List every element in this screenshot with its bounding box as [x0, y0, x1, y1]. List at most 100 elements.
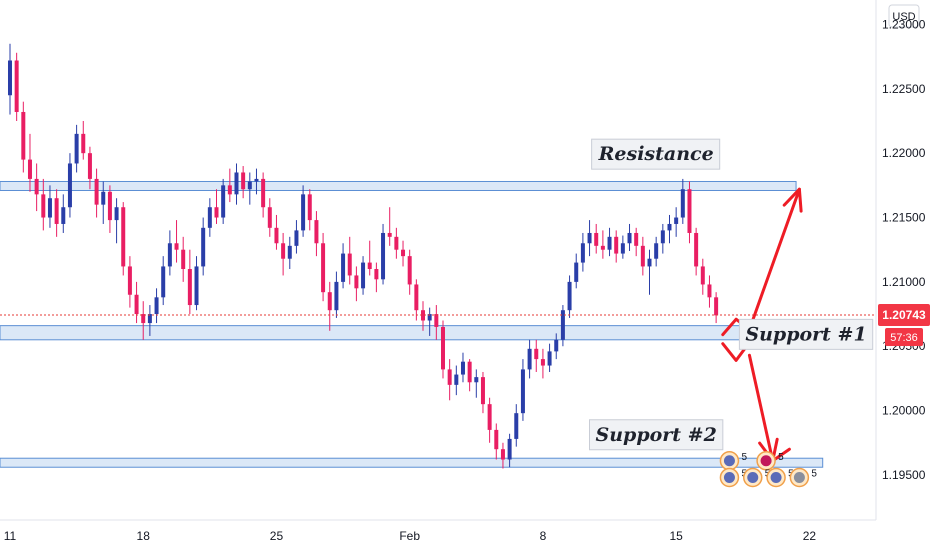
candle-body [547, 351, 552, 366]
candle-body [347, 253, 352, 276]
candle-body [374, 269, 379, 280]
candle-body [394, 236, 399, 250]
currency-label: USD [892, 11, 915, 23]
event-badge-icon [747, 472, 759, 484]
candle-body [294, 230, 299, 246]
candle-body [554, 339, 559, 352]
candle-body [634, 232, 639, 246]
candle-body [121, 207, 126, 267]
x-tick-label: 15 [669, 529, 683, 543]
candle-body [527, 348, 532, 370]
candle-body [520, 369, 525, 414]
candle-body [301, 194, 306, 231]
candle-body [274, 227, 279, 244]
badges-layer: 555555 [719, 451, 817, 488]
annotation-label: Support #1 [745, 323, 866, 345]
candle-body [707, 284, 712, 298]
candle-body [81, 133, 86, 154]
zone-rect-2 [0, 457, 824, 468]
candle-body [361, 262, 366, 289]
candle-body [487, 404, 492, 430]
candle-body [620, 243, 625, 254]
candle-body [101, 191, 106, 205]
countdown-tag [885, 327, 923, 346]
currency-box[interactable] [888, 4, 920, 28]
x-tick-label: 22 [803, 529, 817, 543]
candle-body [287, 245, 292, 259]
candle-body [574, 262, 579, 282]
candle-body [474, 377, 479, 383]
arrow-head-2 [782, 187, 803, 213]
event-badge-count: 5 [741, 452, 747, 463]
candle-body [667, 223, 672, 231]
candle-body [14, 60, 19, 112]
y-tick-label: 1.20000 [882, 404, 926, 418]
candle-body [587, 232, 592, 244]
candle-body [227, 185, 232, 195]
candle-body [414, 284, 419, 311]
candle-body [694, 232, 699, 267]
candle-body [434, 314, 439, 327]
candle-body [341, 253, 346, 282]
candle-body [687, 189, 692, 233]
candle-body [127, 266, 132, 295]
candle-body [494, 429, 499, 450]
candle-body [534, 348, 539, 360]
candle-body [167, 243, 172, 267]
candle-body [161, 266, 166, 298]
x-ticks: 11 18 25 Feb 8 15 22 [4, 529, 817, 543]
candle-body [74, 133, 79, 164]
candle-body [600, 245, 605, 250]
candle-body [314, 220, 319, 244]
candle-body [187, 269, 192, 306]
candle-body [334, 281, 339, 311]
candle-body [607, 236, 612, 250]
candle-body [261, 178, 266, 208]
candle-body [41, 194, 46, 218]
candle-body [307, 194, 312, 221]
candle-body [627, 232, 632, 244]
candle-body [201, 227, 206, 267]
candle-body [381, 232, 386, 280]
candle-body [174, 243, 179, 250]
last-price-value: 1.20743 [882, 308, 926, 322]
candle-body [401, 249, 406, 257]
candle-body [580, 243, 585, 263]
candle-body [94, 178, 99, 205]
candle-body [427, 314, 432, 321]
event-badge-icon [723, 455, 735, 467]
candle-body [267, 207, 272, 228]
candle-body [254, 178, 259, 182]
candle-body [141, 314, 146, 324]
last-price-tag [878, 303, 930, 326]
event-badge-icon [770, 472, 782, 484]
candle-body [507, 438, 512, 460]
candle-body [421, 310, 426, 321]
candle-body [61, 207, 66, 224]
time-axis[interactable]: 11 18 25 Feb 8 15 22 [0, 519, 876, 543]
candle-body [440, 326, 445, 370]
annotation-label: Resistance [598, 143, 714, 165]
candle-body [154, 297, 159, 315]
candle-body [47, 198, 52, 218]
candle-body [181, 249, 186, 270]
candle-body [147, 314, 152, 324]
x-tick-label: 25 [270, 529, 284, 543]
candle-body [367, 262, 372, 270]
candle-body [321, 243, 326, 293]
candle-body [107, 191, 112, 221]
candle-body [207, 207, 212, 228]
candle-body [194, 266, 199, 306]
candle-body [594, 232, 599, 246]
x-tick-label: 18 [137, 529, 151, 543]
candle-body [247, 181, 252, 190]
candle-body [674, 217, 679, 224]
candle-body [87, 153, 92, 179]
price-axis[interactable]: USD 1.23000 1.22500 1.22000 1.21500 1.21000 1… [875, 0, 932, 520]
event-badge-icon [793, 472, 805, 484]
price-axis-bg [876, 0, 932, 520]
candle-body [500, 449, 505, 460]
y-tick-label: 1.21500 [882, 211, 926, 225]
candle-body [514, 413, 519, 439]
